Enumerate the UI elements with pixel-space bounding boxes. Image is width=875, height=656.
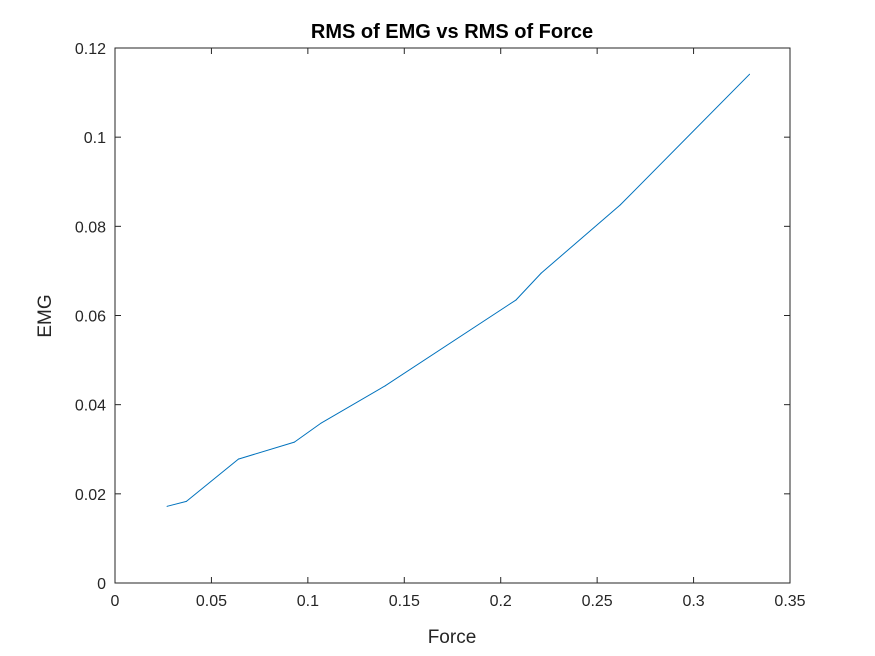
data-point (293, 441, 295, 443)
data-point (166, 505, 168, 507)
data-point (619, 204, 621, 206)
chart-title: RMS of EMG vs RMS of Force (311, 21, 593, 43)
y-tick-label: 0.08 (75, 219, 106, 236)
y-tick-label: 0 (97, 576, 106, 593)
data-point (540, 272, 542, 274)
y-axis-ticks: 0 0.02 0.04 0.06 0.08 0.1 0.12 (75, 41, 790, 593)
y-tick-label: 0.06 (75, 309, 106, 326)
axes-box (114, 47, 791, 584)
data-point (384, 385, 386, 387)
y-axis-label: EMG (35, 294, 56, 337)
y-tick-label: 0.1 (84, 130, 106, 147)
x-tick-label: 0.15 (389, 593, 420, 610)
x-tick-label: 0.25 (582, 593, 613, 610)
data-point (320, 422, 322, 424)
plot-area (115, 48, 790, 583)
series-line (166, 73, 750, 507)
data-point (237, 458, 239, 460)
x-axis-label: Force (428, 627, 477, 648)
data-layer (166, 73, 750, 507)
data-point (749, 73, 750, 75)
data-point (185, 500, 187, 502)
data-point (515, 299, 517, 301)
x-tick-label: 0.05 (196, 593, 227, 610)
y-tick-label: 0.04 (75, 398, 106, 415)
y-tick-label: 0.02 (75, 487, 106, 504)
x-tick-label: 0.35 (774, 593, 805, 610)
x-tick-label: 0.2 (490, 593, 512, 610)
x-tick-label: 0.1 (297, 593, 319, 610)
x-tick-label: 0 (111, 593, 120, 610)
x-tick-label: 0.3 (682, 593, 704, 610)
y-tick-label: 0.12 (75, 41, 106, 58)
x-axis-ticks: 0 0.05 0.1 0.15 0.2 0.25 0.3 0.35 (111, 48, 806, 610)
